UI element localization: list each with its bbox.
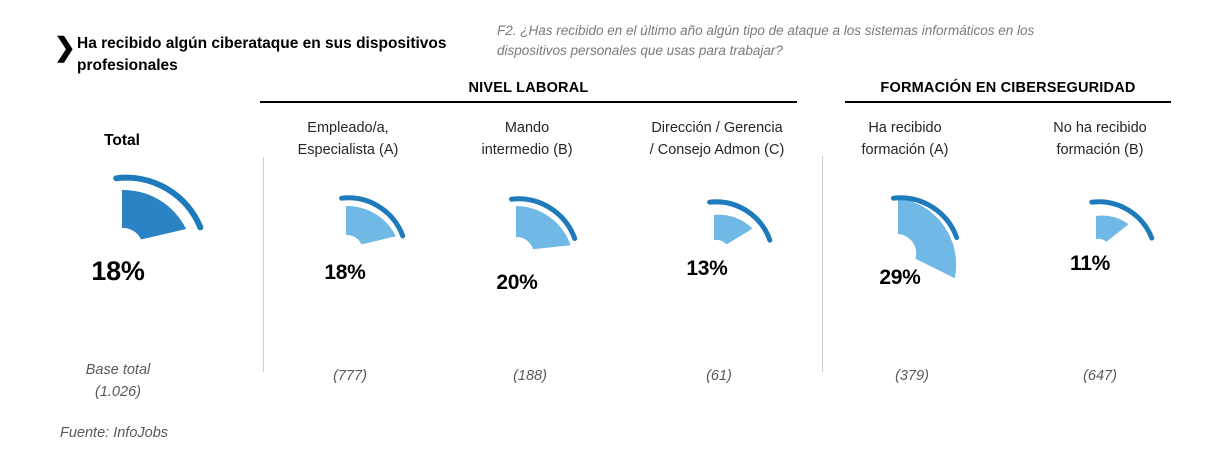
column-divider-total <box>263 157 264 372</box>
source-note: Fuente: InfoJobs <box>60 425 169 441</box>
base-label-total: Base total (1.026) <box>85 362 151 400</box>
base-label-direccion: (61) <box>706 368 732 384</box>
survey-question-note: F2. ¿Has recibido en el último año algún… <box>497 23 1035 59</box>
group-header-nivel-laboral: NIVEL LABORAL <box>468 80 589 96</box>
value-label-total: 18% <box>91 256 145 286</box>
fan-arc-3 <box>707 199 773 243</box>
fan-sector-3 <box>714 214 753 245</box>
group-underline-formacion <box>845 101 1171 103</box>
fan-sector-0 <box>122 189 187 240</box>
chevron-right-icon: ❯ <box>54 32 76 62</box>
base-label-empleado: (777) <box>333 368 367 384</box>
value-label-sin-formacion: 11% <box>1070 252 1110 275</box>
column-label-mando: Mando intermedio (B) <box>481 120 573 158</box>
column-label-empleado: Empleado/a, Especialista (A) <box>297 120 399 158</box>
fan-arc-0 <box>113 174 204 231</box>
column-label-con-formacion: Ha recibido formación (A) <box>861 120 949 158</box>
group-header-formacion: FORMACIÓN EN CIBERSEGURIDAD <box>880 80 1136 96</box>
fan-sector-1 <box>346 205 396 245</box>
value-label-mando: 20% <box>496 271 538 294</box>
fan-arc-1 <box>339 195 406 239</box>
group-underline-nivel-laboral <box>260 101 797 103</box>
fan-sector-2 <box>516 206 571 250</box>
column-label-total: Total <box>104 132 140 149</box>
page-title: Ha recibido algún ciberataque en sus dis… <box>77 35 447 75</box>
fan-arc-4 <box>891 195 960 240</box>
value-label-empleado: 18% <box>324 261 366 284</box>
column-label-sin-formacion: No ha recibido formación (B) <box>1053 120 1147 158</box>
column-divider-groups <box>822 156 823 372</box>
base-label-sin-formacion: (647) <box>1083 368 1117 384</box>
value-label-direccion: 13% <box>686 257 728 280</box>
value-label-con-formacion: 29% <box>879 266 921 289</box>
column-label-direccion: Dirección / Gerencia / Consejo Admon (C) <box>649 120 785 158</box>
fan-arc-5 <box>1089 199 1155 241</box>
fan-sector-5 <box>1096 215 1129 242</box>
fan-arc-2 <box>509 196 578 241</box>
base-label-con-formacion: (379) <box>895 368 929 384</box>
base-label-mando: (188) <box>513 368 547 384</box>
